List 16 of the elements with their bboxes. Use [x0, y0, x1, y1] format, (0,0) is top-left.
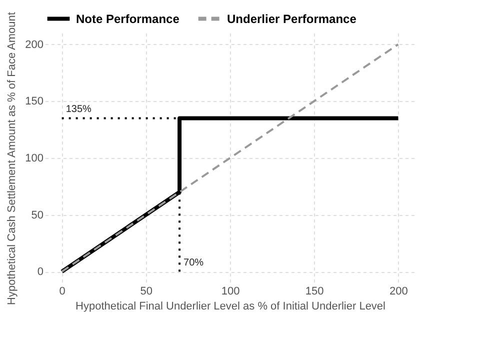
- legend-label: Underlier Performance: [227, 12, 357, 26]
- y-tick-label: 0: [37, 266, 44, 278]
- x-axis-title: Hypothetical Final Underlier Level as % of Initial Underlier Level: [76, 300, 386, 312]
- y-tick-label: 50: [31, 209, 44, 222]
- legend-label: Note Performance: [76, 12, 180, 26]
- x-tick-label: 200: [390, 286, 408, 298]
- x-tick-label: 150: [305, 286, 324, 298]
- x-tick-label: 100: [221, 286, 240, 298]
- y-tick-label: 150: [25, 96, 44, 108]
- annotation: 135%: [66, 104, 92, 116]
- annotation: 70%: [184, 258, 204, 269]
- y-axis-title: Hypothetical Cash Settlement Amount as % of Face Amount: [6, 12, 18, 305]
- x-tick-label: 0: [59, 286, 66, 298]
- y-tick-label: 100: [25, 152, 44, 164]
- x-tick-label: 50: [140, 286, 153, 298]
- y-tick-label: 200: [25, 38, 44, 51]
